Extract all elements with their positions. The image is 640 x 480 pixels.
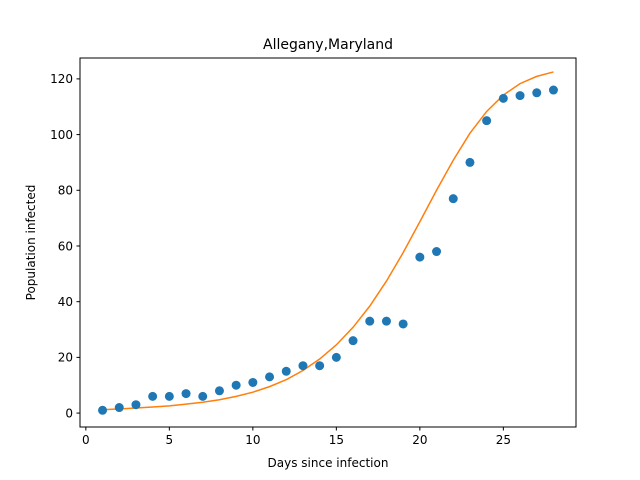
x-tick-label: 20 — [412, 433, 427, 447]
x-tick-label: 5 — [166, 433, 174, 447]
data-point — [381, 316, 391, 326]
y-tick-label: 0 — [65, 406, 73, 420]
data-point — [231, 380, 241, 390]
x-tick-label: 15 — [329, 433, 344, 447]
y-tick-label: 120 — [50, 72, 73, 86]
data-point — [465, 157, 475, 167]
chart-title: Allegany,Maryland — [263, 37, 393, 53]
data-point — [248, 377, 258, 387]
data-point — [482, 116, 492, 126]
x-axis: 0 5 10 15 20 25 — [82, 427, 511, 447]
data-point — [432, 247, 442, 257]
data-point — [148, 391, 158, 401]
x-axis-label: Days since infection — [268, 456, 389, 470]
data-point — [281, 366, 291, 376]
y-tick-label: 100 — [50, 128, 73, 142]
y-tick-label: 40 — [58, 295, 73, 309]
data-point — [114, 403, 124, 413]
data-point — [515, 91, 525, 101]
x-tick-label: 25 — [496, 433, 511, 447]
data-point — [398, 319, 408, 329]
data-point — [365, 316, 375, 326]
data-point — [448, 194, 458, 204]
data-point — [98, 405, 108, 415]
plot-area — [98, 71, 558, 415]
data-point — [415, 252, 425, 262]
data-point — [331, 352, 341, 362]
data-point — [498, 93, 508, 103]
x-tick-label: 10 — [245, 433, 260, 447]
y-axis: 0 20 40 60 80 100 120 — [50, 72, 80, 420]
fit-line — [102, 71, 554, 411]
data-point — [298, 361, 308, 371]
y-tick-label: 60 — [58, 239, 73, 253]
data-point — [164, 391, 174, 401]
data-point — [265, 372, 275, 382]
axes-frame — [79, 57, 577, 428]
data-point — [181, 389, 191, 399]
y-tick-label: 20 — [58, 351, 73, 365]
data-point — [532, 88, 542, 98]
x-tick-label: 0 — [82, 433, 90, 447]
data-point — [548, 85, 558, 95]
data-point — [131, 400, 141, 410]
data-point — [315, 361, 325, 371]
y-tick-label: 80 — [58, 184, 73, 198]
data-point — [348, 336, 358, 346]
data-point — [198, 391, 208, 401]
y-axis-label: Population infected — [24, 185, 38, 301]
data-point — [214, 386, 224, 396]
